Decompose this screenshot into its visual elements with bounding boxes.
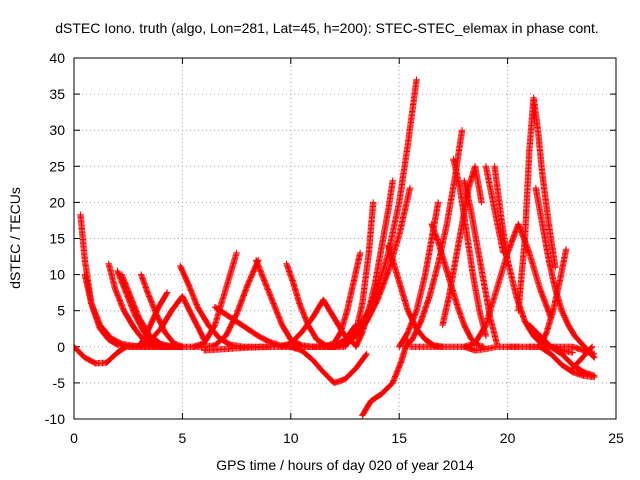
y-tick-label: 20 bbox=[49, 194, 65, 210]
data-points bbox=[569, 343, 596, 372]
data-points bbox=[135, 289, 171, 350]
data-points bbox=[359, 336, 412, 419]
x-tick-label: 20 bbox=[500, 430, 516, 446]
data-series bbox=[352, 177, 396, 350]
y-tick-label: 40 bbox=[49, 50, 65, 66]
data-points bbox=[532, 184, 598, 361]
x-axis-ticks: 0 5 10 15 20 25 bbox=[70, 58, 624, 446]
chart-title: dSTEC Iono. truth (algo, Lon=281, Lat=45… bbox=[55, 20, 599, 36]
data-series bbox=[515, 94, 559, 314]
x-tick-label: 25 bbox=[608, 430, 624, 446]
data-series bbox=[526, 321, 598, 379]
plot-frame bbox=[73, 57, 617, 420]
plot-area bbox=[74, 76, 598, 419]
y-tick-label: -5 bbox=[53, 375, 66, 391]
data-series bbox=[287, 343, 370, 387]
data-series bbox=[135, 289, 171, 350]
data-points bbox=[450, 155, 490, 340]
x-tick-label: 0 bbox=[70, 430, 78, 446]
y-tick-label: 5 bbox=[57, 303, 65, 319]
y-axis-ticks: -10 -5 0 5 10 15 20 25 30 35 40 bbox=[45, 50, 616, 427]
data-points bbox=[482, 163, 507, 257]
y-tick-label: 15 bbox=[49, 231, 65, 247]
y-tick-label: 10 bbox=[49, 267, 65, 283]
y-tick-label: 35 bbox=[49, 86, 65, 102]
y-tick-label: 0 bbox=[57, 339, 65, 355]
data-points bbox=[461, 177, 500, 347]
data-series bbox=[569, 343, 596, 372]
data-series bbox=[359, 336, 412, 419]
data-series bbox=[252, 257, 316, 350]
data-series bbox=[532, 184, 598, 361]
x-tick-label: 10 bbox=[283, 430, 299, 446]
y-axis-label: dSTEC / TECUs bbox=[7, 187, 23, 289]
y-tick-label: -10 bbox=[45, 411, 65, 427]
data-series bbox=[461, 177, 500, 347]
x-axis-label: GPS time / hours of day 020 of year 2014 bbox=[216, 457, 474, 473]
data-points bbox=[352, 177, 396, 350]
data-series bbox=[482, 163, 507, 257]
data-points bbox=[74, 343, 130, 367]
y-tick-label: 25 bbox=[49, 158, 65, 174]
data-series bbox=[341, 199, 377, 350]
y-tick-label: 30 bbox=[49, 122, 65, 138]
data-points bbox=[515, 94, 559, 314]
data-series bbox=[74, 343, 130, 367]
data-points bbox=[526, 321, 598, 379]
data-points bbox=[287, 343, 370, 387]
data-series bbox=[450, 155, 490, 340]
x-tick-label: 5 bbox=[179, 430, 187, 446]
data-points bbox=[252, 257, 316, 350]
x-tick-label: 15 bbox=[391, 430, 407, 446]
data-points bbox=[341, 199, 377, 350]
